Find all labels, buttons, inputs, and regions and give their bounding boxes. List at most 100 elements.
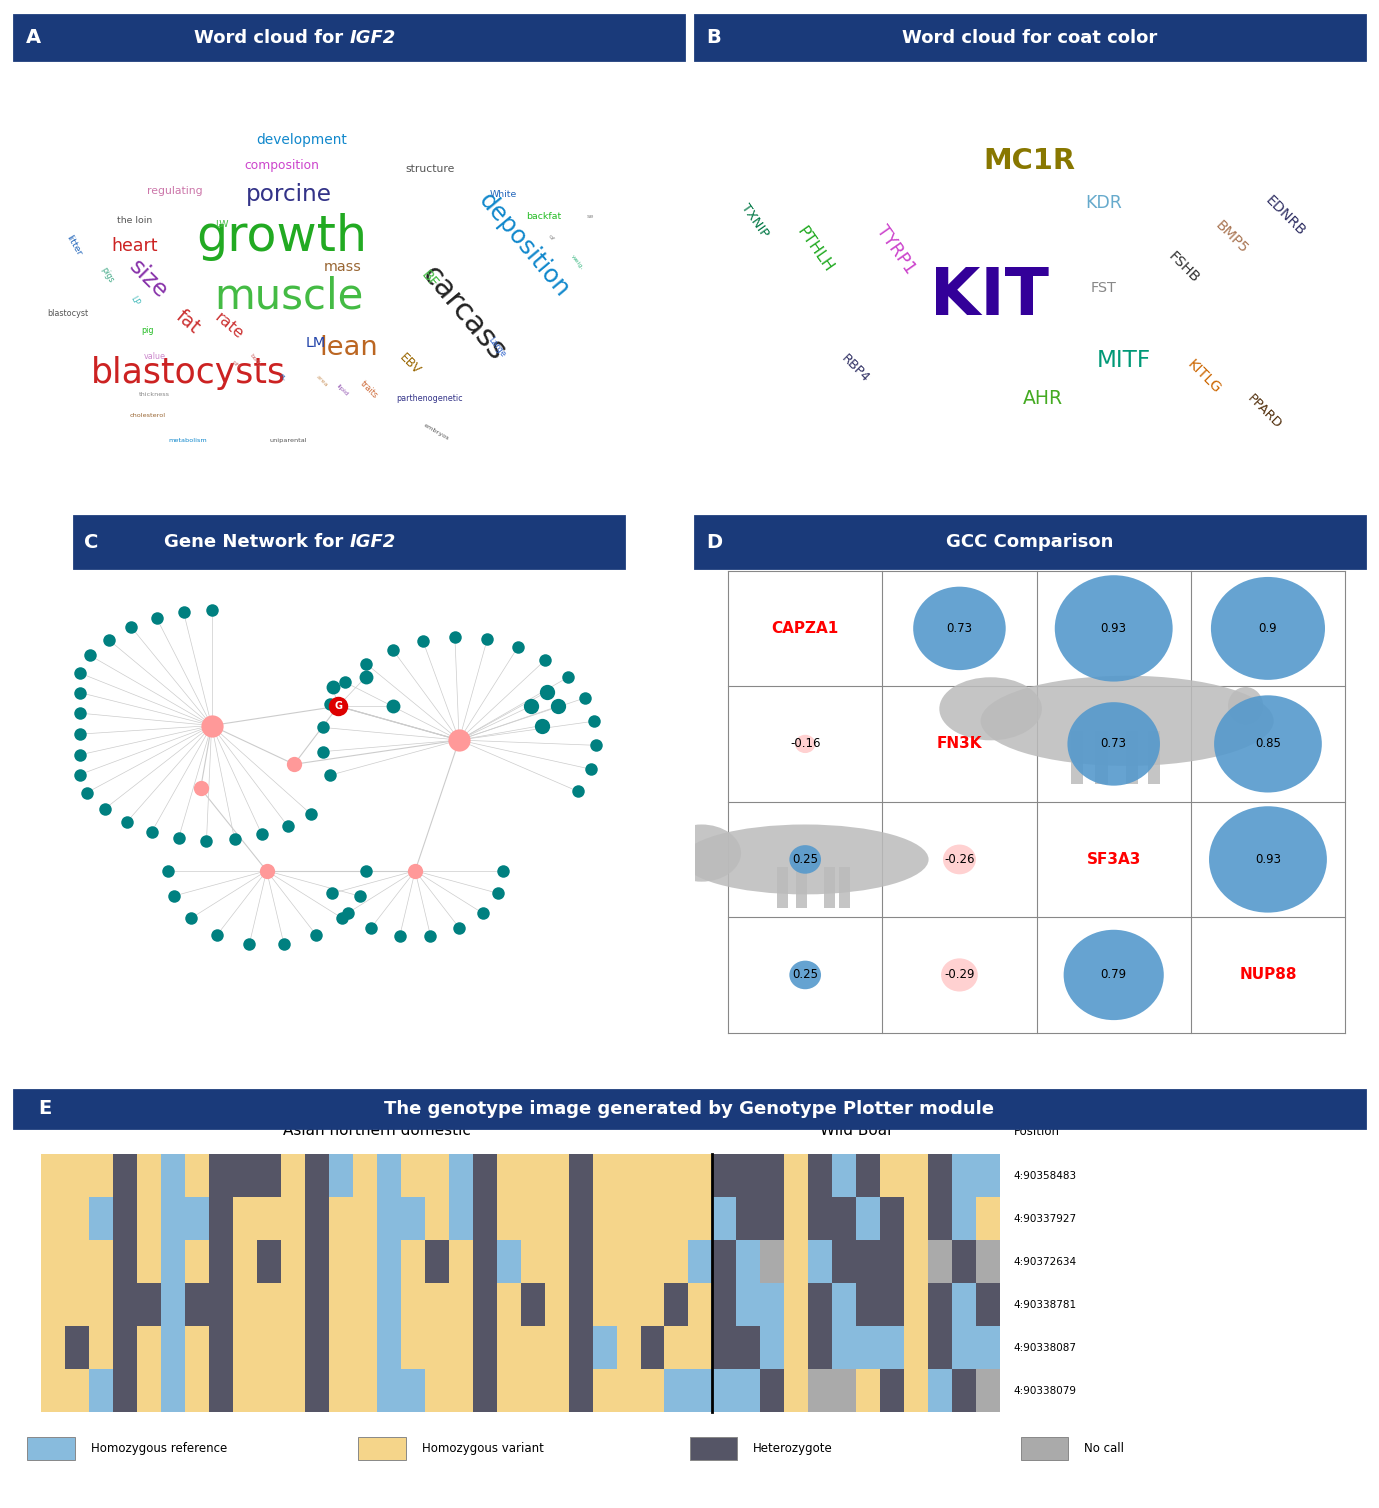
Text: KIT: KIT [929,264,1049,329]
Bar [328,1369,353,1413]
FancyBboxPatch shape [14,15,684,60]
Bar [185,1240,208,1283]
Bar [976,1369,1000,1413]
Bar [305,1283,328,1326]
Text: 0.79: 0.79 [1100,968,1127,982]
Bar [545,1369,568,1413]
Text: -0.26: -0.26 [945,854,975,866]
Bar [833,1326,856,1369]
Text: pigs: pigs [99,265,116,285]
Text: 0.93: 0.93 [1255,854,1281,866]
Bar [305,1240,328,1283]
Text: FSHB: FSHB [1165,249,1202,285]
Bar [856,1283,880,1326]
Text: weig.: weig. [570,255,585,271]
Text: EDNRB: EDNRB [1262,193,1307,238]
Ellipse shape [913,587,1005,670]
Bar [208,1240,233,1283]
Bar [1095,731,1107,784]
Bar [760,1283,785,1326]
Text: Wild Boar: Wild Boar [819,1123,894,1139]
Bar [208,1369,233,1413]
Bar [976,1154,1000,1197]
Bar [856,1326,880,1369]
Text: muscle: muscle [214,276,364,318]
Bar [328,1326,353,1369]
Bar [545,1326,568,1369]
Bar [521,1154,545,1197]
Bar [905,1369,928,1413]
Text: uniparental: uniparental [270,439,308,443]
Bar [256,1283,281,1326]
Text: KITLG: KITLG [1185,357,1223,397]
Bar [448,1154,473,1197]
Bar [425,1240,448,1283]
Text: FN3K: FN3K [936,736,982,751]
Bar [281,1197,305,1240]
Bar [713,1240,736,1283]
Text: Homozygous reference: Homozygous reference [91,1442,228,1455]
Bar [568,1240,593,1283]
Ellipse shape [939,677,1043,740]
Text: lipid: lipid [335,383,349,397]
Text: Gene Network for: Gene Network for [164,532,349,550]
Bar [496,1283,521,1326]
Text: the loin: the loin [117,216,152,225]
Bar [736,1369,760,1413]
Bar [833,1154,856,1197]
Bar [41,1154,65,1197]
Text: 4:90338079: 4:90338079 [1014,1386,1077,1396]
Bar [448,1326,473,1369]
Bar [545,1197,568,1240]
Text: 4:90372634: 4:90372634 [1014,1256,1077,1267]
Bar [688,1240,713,1283]
Text: blastocysts: blastocysts [91,356,285,391]
Bar [65,1369,88,1413]
Text: litter: litter [65,234,84,258]
Bar [41,1369,65,1413]
Bar [353,1283,376,1326]
Text: C: C [84,532,98,552]
Bar [233,1326,256,1369]
Ellipse shape [789,844,821,873]
Bar [616,1154,640,1197]
Bar [760,1240,785,1283]
Bar [496,1369,521,1413]
Bar [496,1154,521,1197]
Text: A: A [26,29,41,47]
Text: of: of [546,234,554,241]
Bar [208,1283,233,1326]
Text: FL: FL [277,372,287,382]
Bar [281,1283,305,1326]
Bar [928,1197,953,1240]
Text: embryos: embryos [423,424,450,442]
Text: 0.73: 0.73 [1100,737,1127,751]
Bar [281,1154,305,1197]
Bar [359,1437,405,1460]
Text: 0.25: 0.25 [792,854,818,866]
Bar [713,1283,736,1326]
Text: traits: traits [359,380,379,401]
Text: PPARD: PPARD [1245,392,1284,431]
Bar [281,1240,305,1283]
Bar [256,1197,281,1240]
Bar [1020,1437,1067,1460]
Bar [665,1197,688,1240]
Bar [976,1240,1000,1283]
Bar [856,1154,880,1197]
Text: RBP4: RBP4 [838,353,872,386]
Ellipse shape [940,959,978,992]
Bar [688,1197,713,1240]
Bar [473,1326,496,1369]
Ellipse shape [1229,688,1263,724]
Text: PTHLH: PTHLH [794,225,836,276]
Bar [1127,731,1139,784]
Bar [41,1326,65,1369]
Bar [760,1154,785,1197]
Bar [880,1154,905,1197]
Text: blastocyst: blastocyst [47,309,88,318]
Bar [593,1154,616,1197]
Text: value: value [143,351,165,360]
Bar [928,1326,953,1369]
Text: fat: fat [172,306,204,338]
